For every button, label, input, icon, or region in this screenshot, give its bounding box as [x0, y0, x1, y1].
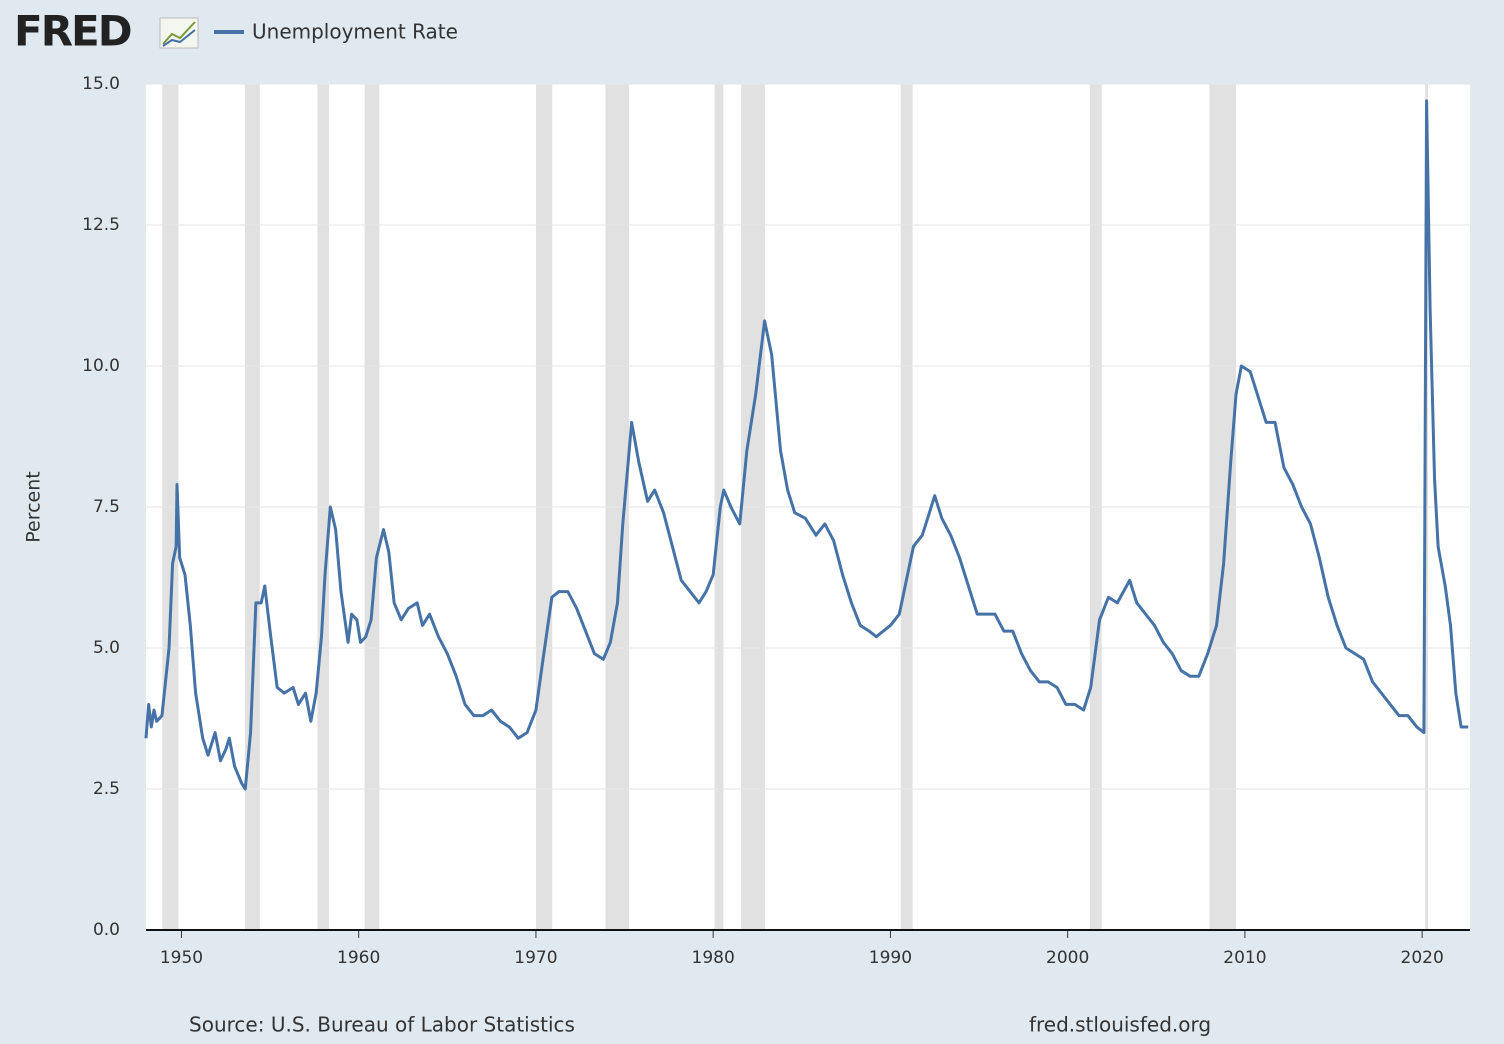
x-tick-label: 1950	[160, 948, 203, 968]
x-tick-label: 1960	[337, 948, 380, 968]
logo: FRED	[14, 7, 131, 56]
y-axis-label: Percent	[23, 471, 45, 543]
y-tick-label: 10.0	[82, 356, 120, 376]
y-tick-label: 12.5	[82, 215, 120, 235]
source: Source: U.S. Bureau of Labor Statistics	[189, 1013, 575, 1037]
logo-icon	[159, 17, 199, 49]
y-tick-label: 0.0	[93, 920, 120, 940]
x-tick-label: 1990	[869, 948, 912, 968]
y-tick-label: 15.0	[82, 74, 120, 94]
y-tick-label: 2.5	[93, 779, 120, 799]
x-tick-label: 2020	[1401, 948, 1444, 968]
x-tick-label: 1970	[514, 948, 557, 968]
series-line	[144, 99, 1469, 791]
y-tick-label: 7.5	[93, 497, 120, 517]
x-tick-label: 1980	[692, 948, 735, 968]
url: fred.stlouisfed.org	[1029, 1013, 1211, 1037]
y-tick-label: 5.0	[93, 638, 120, 658]
legend-label: Unemployment Rate	[252, 20, 458, 44]
x-tick-label: 2000	[1046, 948, 1089, 968]
x-tick-label: 2010	[1223, 948, 1266, 968]
